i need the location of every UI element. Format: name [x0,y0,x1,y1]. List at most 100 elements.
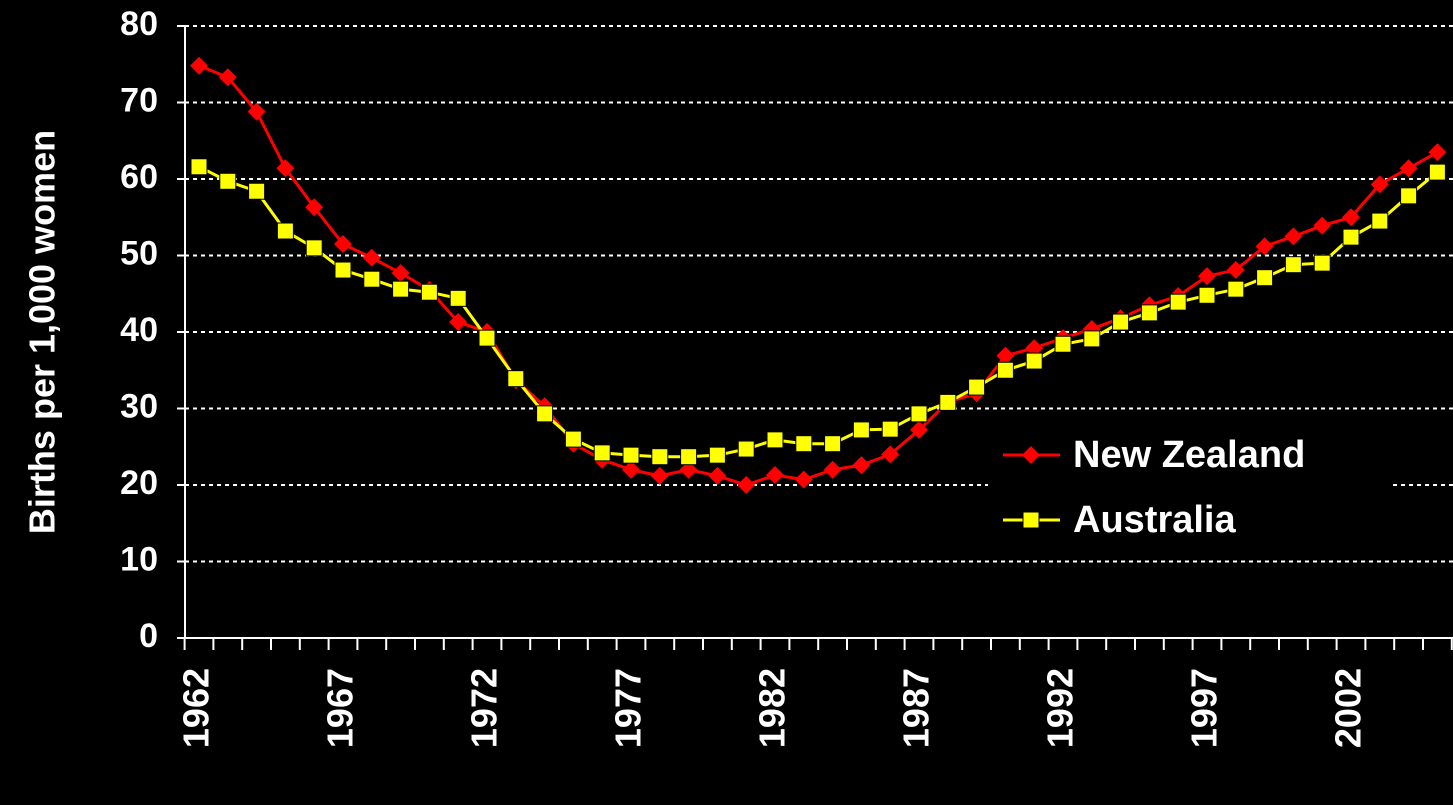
data-point [1370,175,1389,194]
data-point [190,56,208,75]
data-point [305,198,324,217]
data-point [1255,237,1274,256]
x-tick-label: 1987 [896,668,937,748]
data-point [766,466,784,485]
y-tick-label: 20 [120,464,158,502]
data-point [881,420,899,438]
data-point [910,405,928,423]
data-point [420,283,438,301]
data-point [247,102,266,121]
data-point [939,393,957,411]
data-point [190,158,208,176]
data-point [766,431,784,449]
x-tick-label: 1967 [320,668,361,748]
data-point [1083,330,1101,348]
data-point [794,470,813,489]
data-point [910,420,928,439]
x-tick-label: 1982 [752,668,793,748]
data-point [996,346,1015,365]
data-point [1399,159,1418,178]
data-point [679,460,698,479]
data-point [1428,143,1447,162]
data-point [852,421,870,439]
data-point [968,378,986,396]
data-point [334,235,352,254]
legend-label: New Zealand [1073,434,1305,476]
data-point [1140,304,1158,322]
y-tick-label: 10 [120,540,158,578]
data-point [1400,187,1418,205]
data-point [881,445,900,464]
data-point [795,435,813,453]
data-point [478,329,496,347]
data-point [1198,286,1216,304]
data-point [651,448,669,466]
data-point [1342,208,1360,227]
data-point [507,370,525,388]
legend: New Zealand Australia [988,422,1392,556]
x-tick-label: 1997 [1184,668,1225,748]
data-point [680,448,698,466]
data-point [737,476,756,494]
y-tick-label: 70 [120,81,158,119]
data-point [1054,335,1072,353]
data-point [449,289,467,307]
data-point [362,248,381,267]
y-tick-label: 0 [139,617,158,655]
data-point [305,239,323,257]
legend-label: Australia [1073,499,1236,541]
y-tick-label: 50 [120,234,158,272]
data-point [276,222,294,240]
y-tick-label: 40 [120,311,158,349]
legend-marker [1022,511,1040,529]
data-point [708,466,727,485]
y-axis-label: Births per 1,000 women [22,130,63,534]
data-point [1169,293,1187,311]
data-point [622,446,640,464]
data-point [1025,352,1043,370]
x-tick-label: 1972 [464,668,505,748]
data-point [1284,256,1302,274]
x-tick-label: 2002 [1328,668,1369,748]
data-point [1371,212,1389,230]
legend-marker [1022,446,1040,464]
data-point [276,159,295,178]
data-point [536,405,554,423]
data-point [392,280,410,298]
data-point [823,460,842,479]
data-point [449,313,468,332]
data-point [363,270,381,288]
data-point [1025,339,1044,358]
data-point [708,446,726,464]
x-tick-label: 1977 [608,668,649,748]
data-point [1256,269,1274,287]
y-tick-label: 60 [120,158,158,196]
x-tick-label: 1992 [1040,668,1081,748]
data-point [1313,216,1332,235]
data-point [334,261,352,279]
data-point [650,466,669,485]
data-point [1112,313,1130,331]
data-point [593,444,611,462]
data-point [1342,228,1360,246]
data-point [1198,267,1216,286]
data-point [219,172,237,190]
legend-box [988,422,1392,556]
data-point [564,430,582,448]
data-point [1313,254,1331,272]
data-point [248,182,266,200]
data-point [996,361,1014,379]
data-point [391,264,410,283]
data-point [1226,261,1245,280]
data-point [737,440,755,458]
data-point [622,460,640,479]
y-tick-label: 80 [120,5,158,43]
data-point [218,68,237,87]
y-tick-label: 30 [120,387,158,425]
data-point [1428,163,1446,181]
data-point [1227,280,1245,298]
data-point [824,435,842,453]
data-point [852,456,871,475]
